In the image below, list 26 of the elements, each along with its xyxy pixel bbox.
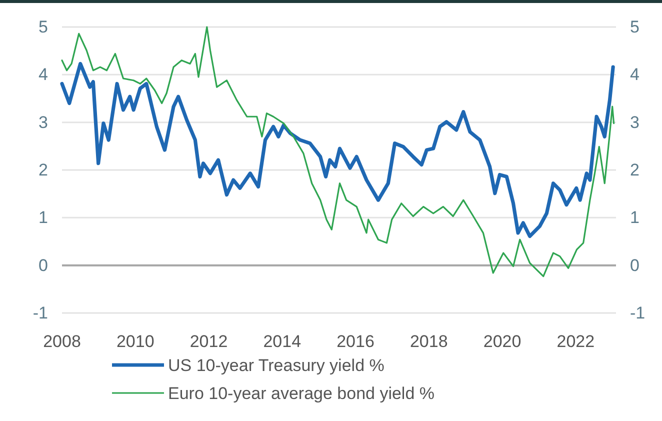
x-tick-label: 2020 xyxy=(483,332,522,352)
line-series xyxy=(60,62,615,238)
line-series xyxy=(61,26,615,278)
legend-label: Euro 10-year average bond yield % xyxy=(168,384,434,403)
y-tick-label: 3 xyxy=(38,112,48,132)
y-tick-label: 4 xyxy=(38,65,48,84)
y2-tick-label: 1 xyxy=(630,208,640,228)
y2-tick-label: 5 xyxy=(630,17,640,36)
y2-tick-label: 3 xyxy=(630,112,640,132)
x-tick-label: 2010 xyxy=(116,332,154,352)
y-tick-label: -1 xyxy=(32,303,48,322)
y2-tick-label: 2 xyxy=(630,160,640,180)
y2-tick-label: -1 xyxy=(630,303,646,322)
y-tick-label: 0 xyxy=(38,256,48,275)
x-tick-label: 2012 xyxy=(190,332,228,352)
y2-tick-label: 0 xyxy=(630,256,640,275)
x-tick-label: 2008 xyxy=(43,332,81,352)
x-tick-label: 2018 xyxy=(410,332,448,352)
x-tick-label: 2022 xyxy=(556,332,595,352)
y-tick-label: 1 xyxy=(38,208,48,228)
y2-tick-label: 4 xyxy=(630,65,640,84)
x-tick-label: 2014 xyxy=(263,332,302,352)
x-tick-label: 2016 xyxy=(336,332,374,352)
y-tick-label: 5 xyxy=(38,17,48,36)
legend-label: US 10-year Treasury yield % xyxy=(168,356,384,375)
y-tick-label: 2 xyxy=(38,160,48,180)
